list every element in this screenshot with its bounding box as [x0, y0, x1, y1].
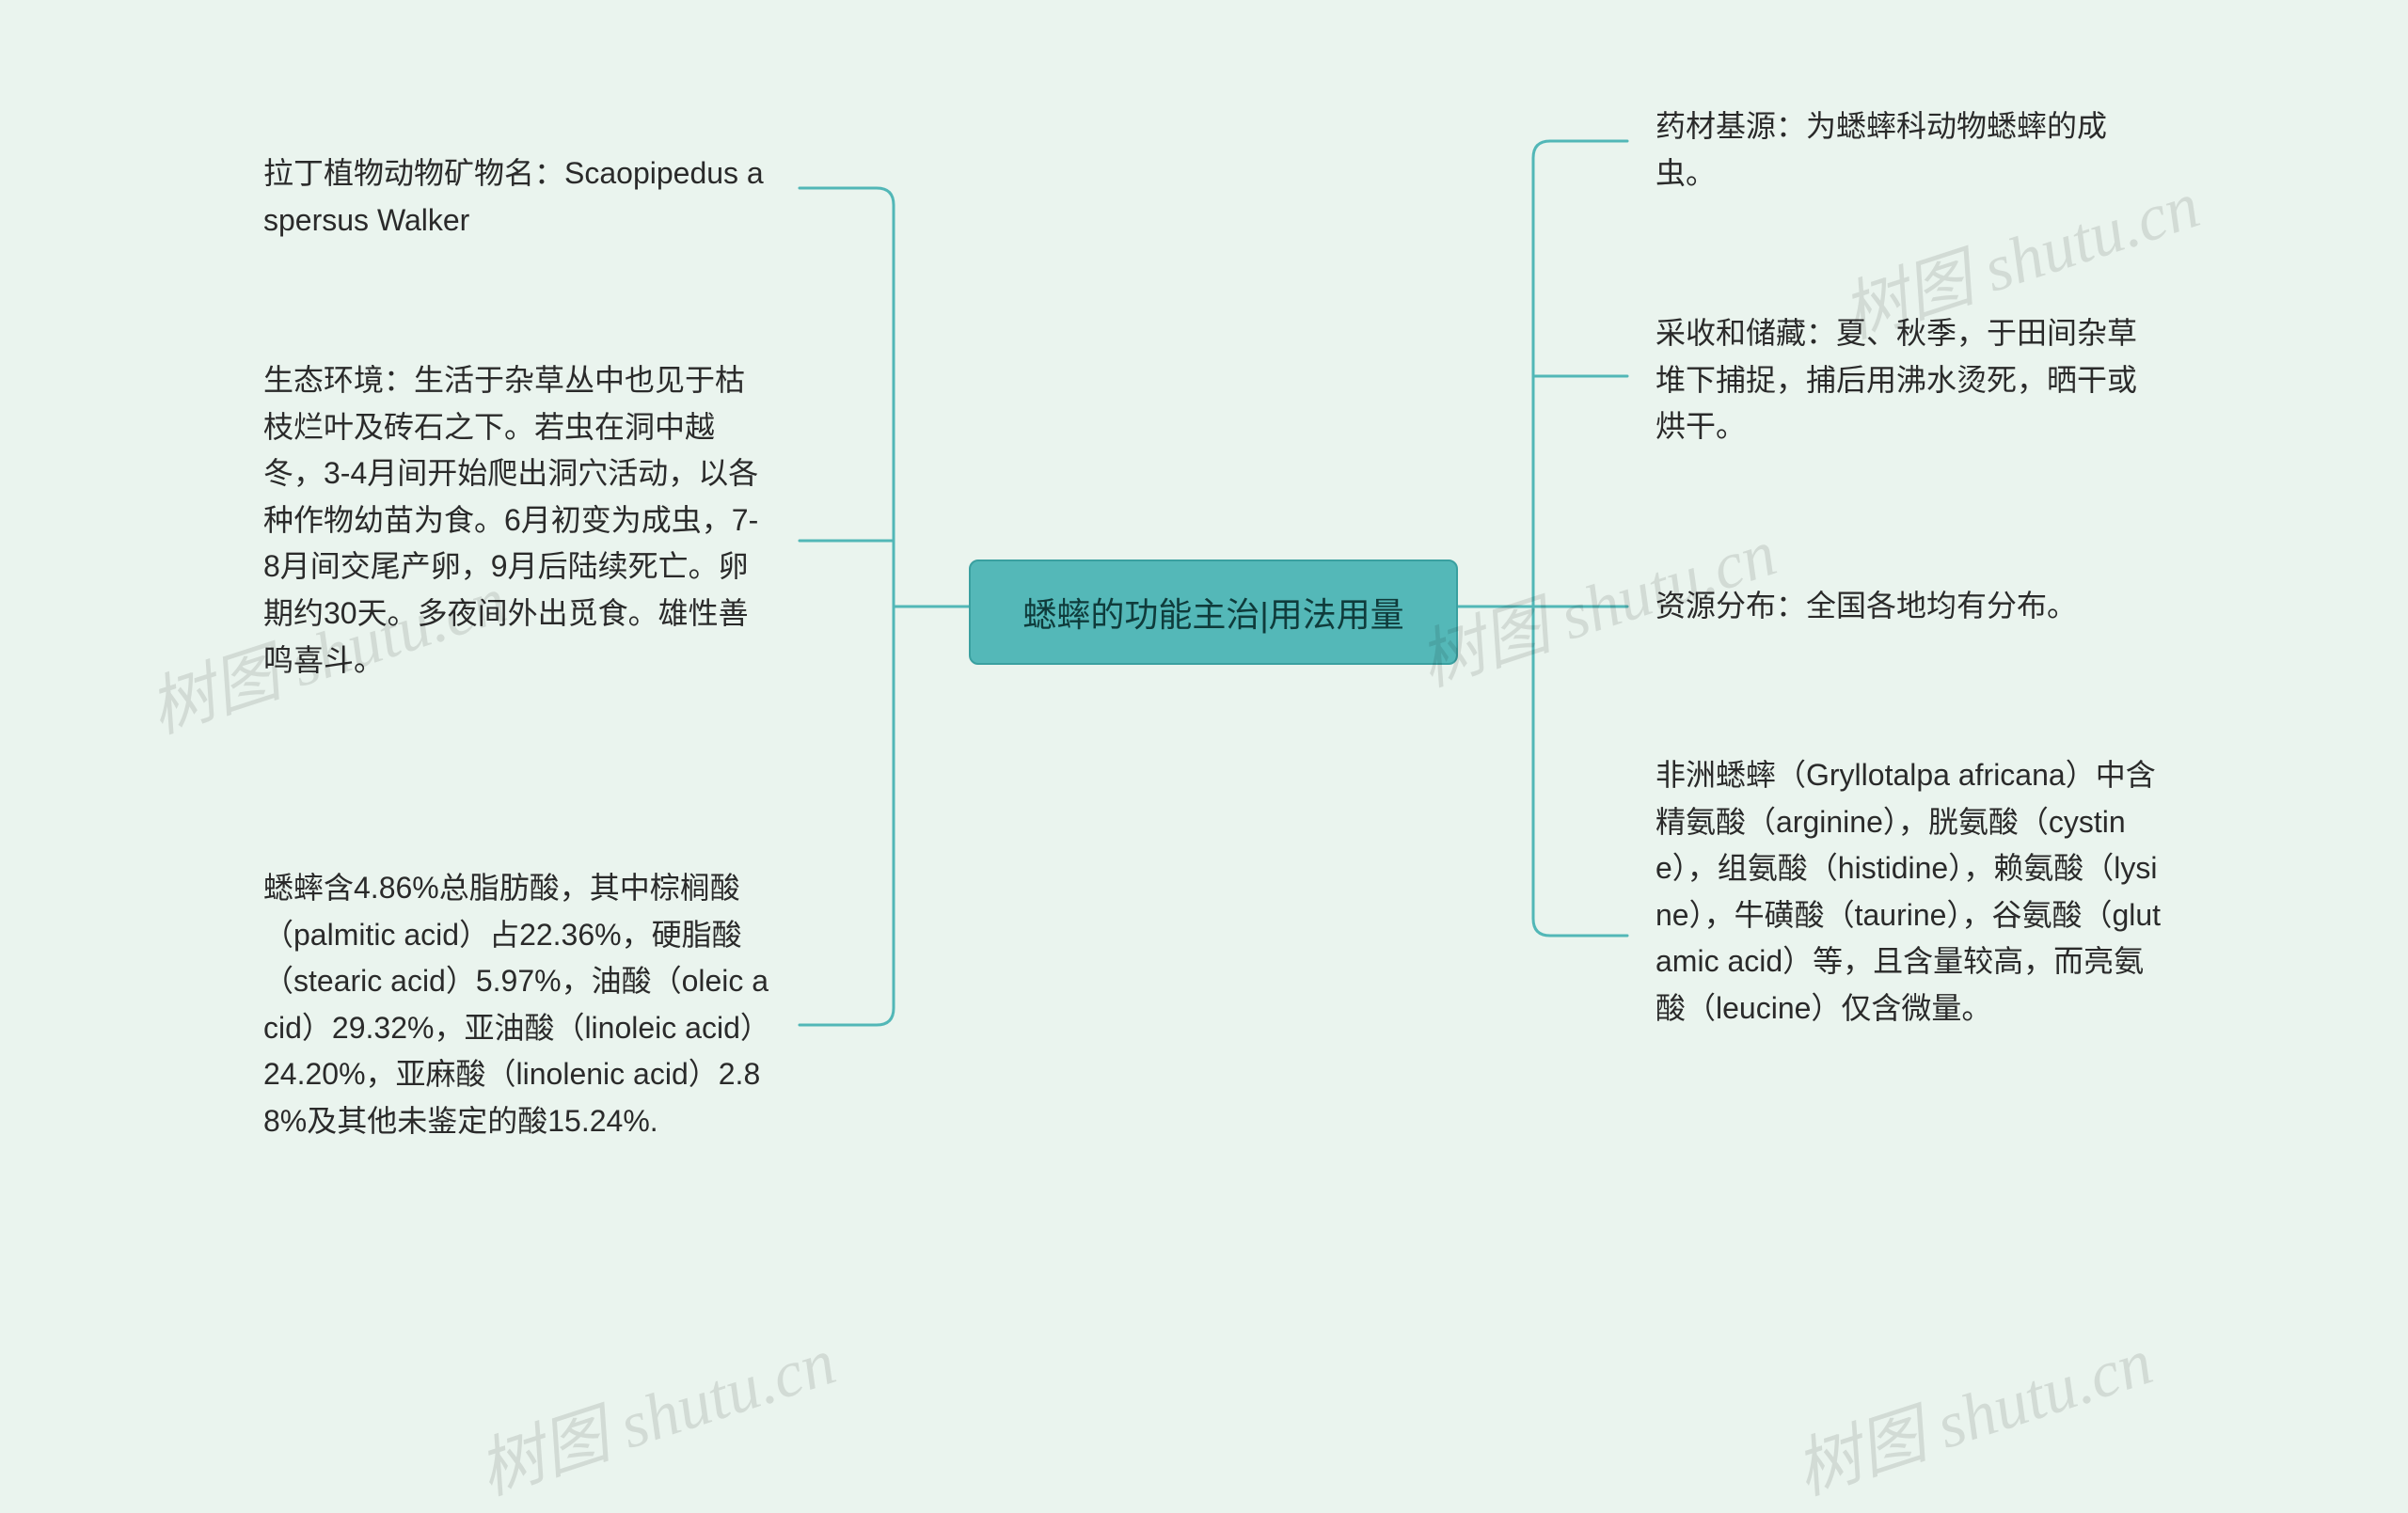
left-leaf-2: 蟋蟀含4.86%总脂肪酸，其中棕榈酸（palmitic acid）占22.36%…: [263, 865, 771, 1145]
right-leaf-2: 资源分布：全国各地均有分布。: [1656, 583, 2163, 630]
watermark-1: 树图 shutu.cn: [465, 1309, 846, 1513]
center-node: 蟋蟀的功能主治|用法用量: [969, 559, 1458, 665]
left-leaf-0: 拉丁植物动物矿物名：Scaopipedus aspersus Walker: [263, 150, 771, 244]
right-leaf-0: 药材基源：为蟋蟀科动物蟋蟀的成虫。: [1656, 103, 2163, 197]
left-leaf-1: 生态环境：生活于杂草丛中也见于枯枝烂叶及砖石之下。若虫在洞中越冬，3-4月间开始…: [263, 357, 771, 684]
watermark-4: 树图 shutu.cn: [1782, 1309, 2162, 1513]
right-leaf-3: 非洲蟋蟀（Gryllotalpa africana）中含精氨酸（arginine…: [1656, 752, 2163, 1032]
right-leaf-1: 采收和储藏：夏、秋季，于田间杂草堆下捕捉，捕后用沸水烫死，晒干或烘干。: [1656, 310, 2163, 450]
mindmap-canvas: 蟋蟀的功能主治|用法用量 拉丁植物动物矿物名：Scaopipedus asper…: [0, 0, 2408, 1442]
